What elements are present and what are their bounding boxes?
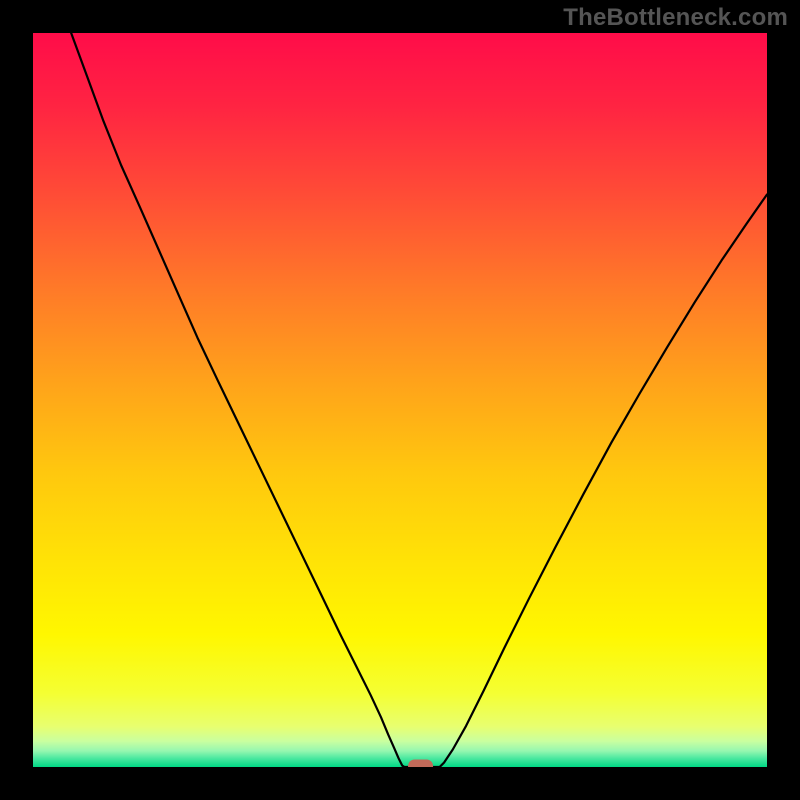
plot-svg — [33, 33, 767, 767]
figure-frame: TheBottleneck.com — [0, 0, 800, 800]
minimum-marker — [409, 760, 433, 767]
plot-background — [33, 33, 767, 767]
watermark-text: TheBottleneck.com — [563, 4, 788, 32]
plot-area — [33, 33, 767, 767]
